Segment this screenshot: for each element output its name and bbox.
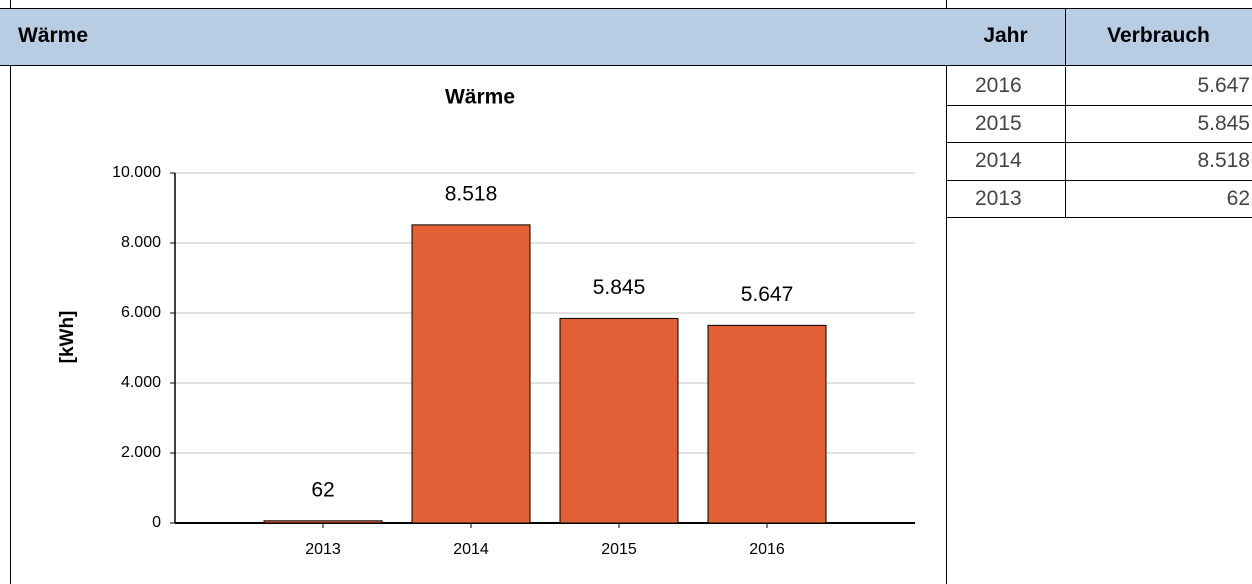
- row-line: [946, 179, 1252, 181]
- data-label: 5.845: [593, 276, 646, 299]
- x-tick-label: 2014: [453, 541, 489, 558]
- bar: [411, 224, 531, 524]
- table-cell: 2014: [975, 149, 1022, 172]
- x-tick-label: 2013: [305, 541, 341, 558]
- table-cell: 5.647: [1197, 74, 1250, 97]
- data-label: 5.647: [741, 283, 794, 306]
- table-cell: 2015: [975, 111, 1022, 135]
- top-strip: [0, 0, 1252, 9]
- header-band: [0, 9, 1252, 66]
- header-title: Wärme: [18, 24, 89, 47]
- x-tick-label: 2015: [601, 541, 637, 558]
- bar: [707, 324, 827, 524]
- y-tick-label: 6.000: [121, 304, 161, 321]
- data-label: 8.518: [445, 182, 498, 205]
- bar: [263, 520, 383, 524]
- column-divider: [1065, 9, 1066, 66]
- column-header: Jahr: [983, 24, 1028, 47]
- y-tick-label: 10.000: [112, 164, 161, 181]
- table-cell: 62: [1226, 186, 1250, 210]
- table-cell: 5.845: [1197, 111, 1250, 135]
- x-tick-label: 2016: [749, 541, 785, 558]
- row-line: [946, 217, 1252, 218]
- column-divider: [1065, 67, 1066, 217]
- y-tick-label: 4.000: [121, 374, 161, 391]
- chart-title: Wärme: [445, 86, 515, 109]
- table-cell: 8.518: [1197, 149, 1250, 172]
- y-axis-label: [kWh]: [57, 311, 78, 364]
- y-tick-label: 0: [152, 514, 161, 531]
- column-header: Verbrauch: [1107, 24, 1210, 47]
- y-tick-label: 8.000: [121, 234, 161, 251]
- row-line: [946, 142, 1252, 143]
- data-label: 62: [311, 478, 334, 501]
- table-cell: 2016: [975, 74, 1022, 97]
- bar: [559, 317, 679, 524]
- left-border: [10, 0, 11, 584]
- y-tick-label: 2.000: [121, 444, 161, 461]
- chart: Wärme [kWh] 0 2.000 4.000 6.000 8.000 10.000 2…: [57, 86, 915, 558]
- row-line: [946, 104, 1252, 106]
- divider: [946, 0, 947, 584]
- table-cell: 2013: [975, 186, 1022, 210]
